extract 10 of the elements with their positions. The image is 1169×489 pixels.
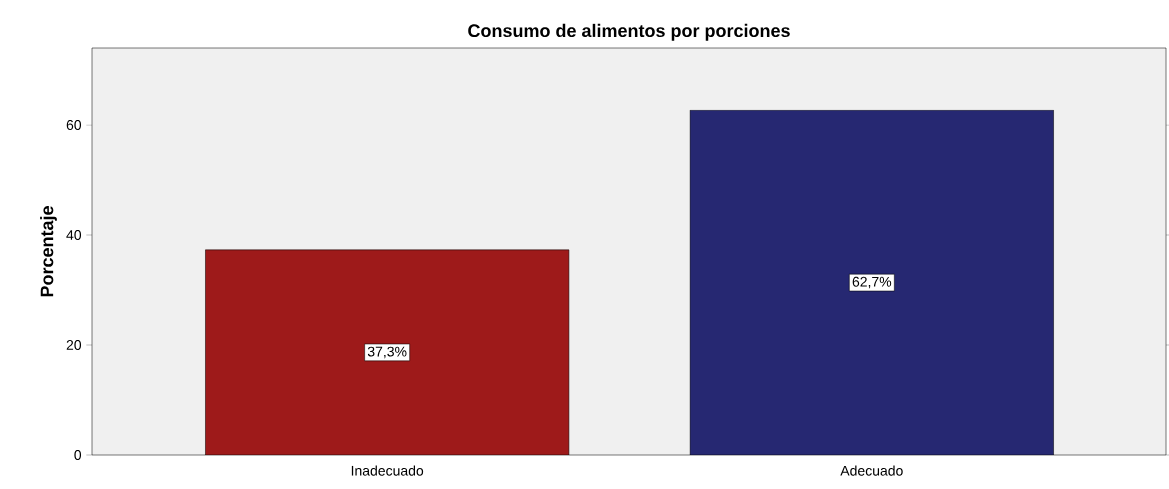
y-tick-label: 40 <box>66 230 82 240</box>
y-tick-label: 60 <box>66 120 82 130</box>
data-label: 62,7% <box>852 276 892 289</box>
x-tick-label: Inadecuado <box>351 465 424 476</box>
y-tick-label: 0 <box>74 450 82 460</box>
chart-title: Consumo de alimentos por porciones <box>468 23 790 41</box>
x-tick-label: Adecuado <box>840 465 903 476</box>
y-tick-label: 20 <box>66 340 82 350</box>
y-axis-title: Porcentaje <box>40 206 57 297</box>
data-label: 37,3% <box>367 346 407 359</box>
